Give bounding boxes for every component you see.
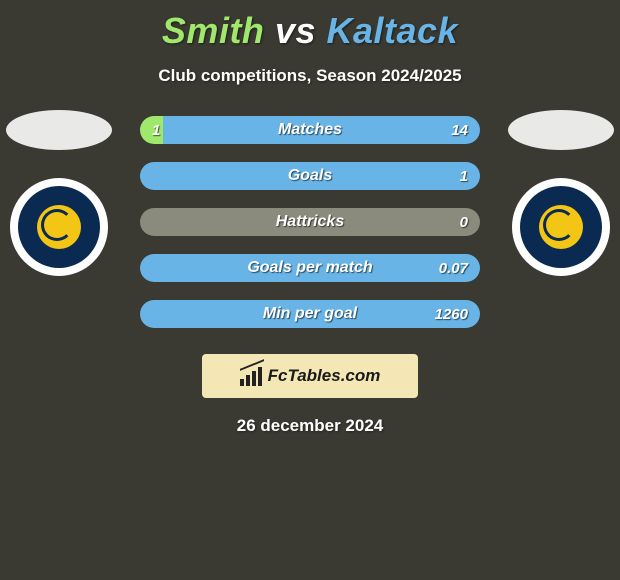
player-b-avatar-placeholder — [508, 110, 614, 150]
stat-value-b: 0.07 — [439, 254, 468, 282]
title-vs: vs — [264, 10, 326, 51]
stat-label: Goals per match — [140, 254, 480, 282]
stat-row: Matches1 14 — [140, 116, 480, 144]
comparison-panel: Matches114Goals1Hattricks0Goals per matc… — [0, 116, 620, 328]
title-player-a: Smith — [162, 10, 265, 51]
player-a-club-badge — [10, 178, 108, 276]
player-a-avatar-placeholder — [6, 110, 112, 150]
generated-date: 26 december 2024 — [0, 416, 620, 436]
stat-row: Goals per match0.07 — [140, 254, 480, 282]
stat-label: Min per goal — [140, 300, 480, 328]
stat-value-b: 1 — [460, 162, 468, 190]
fctables-logo[interactable]: FcTables.com — [202, 354, 418, 398]
stat-bars: Matches114Goals1Hattricks0Goals per matc… — [140, 116, 480, 328]
stat-value-b: 1260 — [435, 300, 468, 328]
stat-row: Min per goal1260 — [140, 300, 480, 328]
stat-row: Goals1 — [140, 162, 480, 190]
logo-text: FcTables.com — [268, 366, 381, 386]
bar-chart-icon — [240, 366, 262, 386]
page-title: Smith vs Kaltack — [0, 0, 620, 52]
player-a-column — [4, 110, 114, 276]
player-b-column — [506, 110, 616, 276]
title-player-b: Kaltack — [326, 10, 458, 51]
stat-value-a: 1 — [152, 116, 160, 144]
stat-row: Hattricks0 — [140, 208, 480, 236]
stat-value-b: 14 — [451, 116, 468, 144]
stat-label: Hattricks — [140, 208, 480, 236]
subtitle: Club competitions, Season 2024/2025 — [0, 66, 620, 86]
stat-value-b: 0 — [460, 208, 468, 236]
player-b-club-badge — [512, 178, 610, 276]
stat-label: Matches — [140, 116, 480, 144]
stat-label: Goals — [140, 162, 480, 190]
